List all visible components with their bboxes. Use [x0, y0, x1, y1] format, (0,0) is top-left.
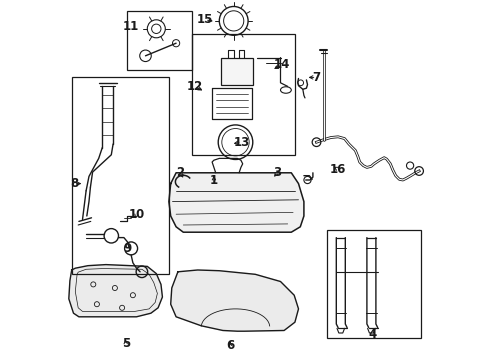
Text: 3: 3: [272, 166, 281, 179]
Text: 16: 16: [329, 163, 346, 176]
Text: 14: 14: [274, 58, 290, 71]
Text: 2: 2: [175, 166, 183, 179]
Text: 12: 12: [186, 80, 203, 93]
Polygon shape: [170, 270, 298, 331]
Text: 9: 9: [123, 242, 131, 255]
Text: 8: 8: [70, 177, 79, 190]
Bar: [192, 34, 294, 155]
Text: 1: 1: [209, 174, 218, 186]
Polygon shape: [69, 265, 162, 317]
Bar: [127, 11, 192, 70]
Bar: [326, 230, 420, 338]
Bar: [72, 77, 168, 274]
Text: 15: 15: [196, 13, 213, 26]
Text: 13: 13: [233, 136, 249, 149]
Text: 6: 6: [225, 339, 234, 352]
Text: 5: 5: [122, 337, 129, 350]
Bar: [221, 58, 253, 85]
Text: 11: 11: [122, 21, 138, 33]
Polygon shape: [168, 173, 303, 232]
Text: 4: 4: [368, 328, 376, 341]
Text: 7: 7: [312, 71, 320, 84]
Text: 10: 10: [128, 208, 144, 221]
